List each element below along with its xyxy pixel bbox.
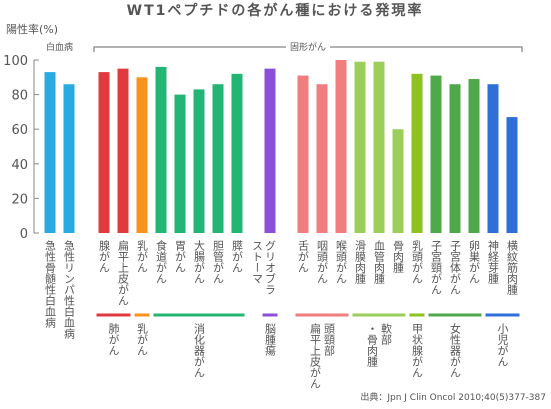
bar xyxy=(44,72,56,233)
y-tick-label: 80 xyxy=(11,89,28,104)
bar xyxy=(506,117,518,233)
group-label-bg xyxy=(37,40,82,52)
bar xyxy=(297,75,309,233)
subgroup-label: ・骨肉腫 xyxy=(366,323,379,368)
y-tick-label: 100 xyxy=(3,54,28,69)
bar xyxy=(117,68,129,234)
source: 出典：Jpn J Clin Oncol 2010;40(5)377-387 xyxy=(360,391,546,403)
category-label: 食道がん xyxy=(155,239,168,284)
y-tick-label: 60 xyxy=(11,123,28,138)
category-label: 乳頭がん xyxy=(411,240,424,284)
bar xyxy=(212,84,224,233)
bar xyxy=(98,72,110,233)
category-label: 胆管がん xyxy=(212,240,225,284)
category-label: 子宮体がん xyxy=(449,240,462,295)
category-label: 卵巣がん xyxy=(468,240,481,284)
bar xyxy=(335,60,347,233)
bar xyxy=(193,89,205,233)
category-label: 大腸がん xyxy=(193,239,206,284)
subgroup-label: 消化器がん xyxy=(193,322,206,378)
subgroup-label: 肺がん xyxy=(107,323,120,356)
bar xyxy=(264,68,276,234)
subgroup-label: 甲状腺がん xyxy=(411,323,424,378)
bar xyxy=(487,84,499,233)
bar xyxy=(468,79,480,233)
subgroup-label: 小児がん xyxy=(496,323,509,367)
category-label: 横紋筋肉腫 xyxy=(506,239,519,296)
subgroup-label: 脳腫瘍 xyxy=(264,323,277,357)
bar xyxy=(155,66,167,233)
bar xyxy=(174,94,186,233)
category-label: 神経芽腫 xyxy=(487,239,500,285)
category-label: 喉頭がん xyxy=(335,240,348,284)
category-label: 膵がん xyxy=(231,240,244,273)
category-label: グリオブラ xyxy=(264,240,277,295)
bar xyxy=(449,84,461,233)
bar xyxy=(136,77,148,233)
group-label-bg xyxy=(286,40,330,52)
group-label: 白血病 xyxy=(46,41,73,53)
category-label: 胃がん xyxy=(174,240,187,273)
category-label: 舌がん xyxy=(297,240,310,273)
category-label: 急性リンパ性白血病 xyxy=(63,239,76,340)
bar xyxy=(430,75,442,233)
y-axis-label: 陽性率(%) xyxy=(6,22,58,36)
y-tick-label: 0 xyxy=(20,227,28,242)
chart-title: WT1ペプチドの各がん種における発現率 xyxy=(127,2,424,19)
bar xyxy=(231,73,243,233)
bar xyxy=(392,129,404,233)
category-label: 乳がん xyxy=(136,240,149,273)
bar xyxy=(63,84,75,233)
group-label: 固形がん xyxy=(290,41,326,53)
subgroup-label: 頭頸部 xyxy=(323,323,336,356)
subgroup-label: 女性器がん xyxy=(449,322,462,378)
y-tick-label: 20 xyxy=(11,192,28,207)
category-label: 咽頭がん xyxy=(316,240,329,284)
category-label: ストーマ xyxy=(251,240,264,284)
bar xyxy=(373,61,385,234)
category-label: 子宮頸がん xyxy=(430,240,443,295)
subgroup-label: 乳がん xyxy=(136,323,149,356)
subgroup-label: 扁平上皮がん xyxy=(309,323,322,389)
category-label: 扁平上皮がん xyxy=(117,240,130,306)
category-label: 腺がん xyxy=(98,239,111,273)
category-label: 血管肉腫 xyxy=(373,239,386,285)
category-label: 骨肉腫 xyxy=(392,240,405,274)
y-tick-label: 40 xyxy=(11,158,28,173)
subgroup-label: 軟部 xyxy=(380,322,393,345)
bar xyxy=(316,84,328,233)
bar xyxy=(354,61,366,234)
category-label: 急性骨髄性白血病 xyxy=(44,239,57,329)
category-label: 滑膜肉腫 xyxy=(354,240,367,285)
bar xyxy=(411,73,423,233)
